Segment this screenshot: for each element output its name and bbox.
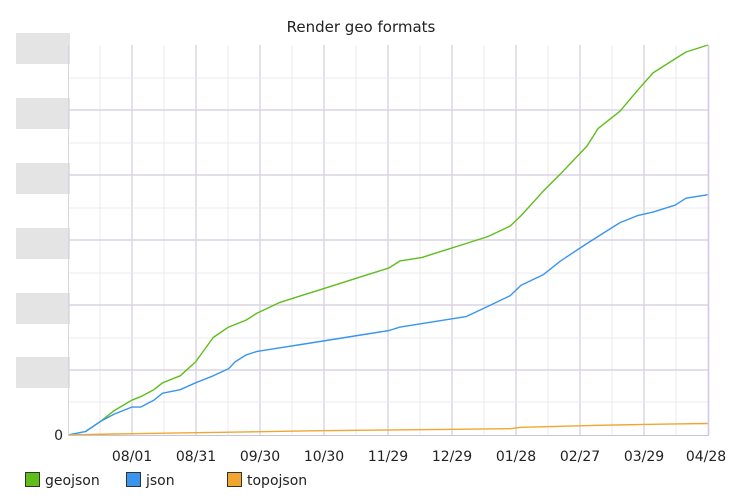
legend-label-json: json [145,473,175,489]
y-tick-placeholder [16,163,70,194]
x-tick-label: 10/30 [304,449,344,465]
legend-swatch-topojson [227,472,242,487]
y-tick-placeholder [16,228,70,259]
legend-item-json[interactable]: json [126,472,175,490]
y-tick-placeholder [16,357,70,388]
y-tick-placeholder [16,98,70,129]
y-axis-placeholder-labels [16,33,70,388]
legend: geojson json topojson [25,472,308,490]
chart-title: Render geo formats [287,18,436,36]
series-line-topojson [67,422,709,436]
y-tick-placeholder [16,33,70,64]
y-tick-placeholder [16,293,70,324]
x-tick-label: 08/31 [176,449,216,465]
series-line-json [67,194,709,436]
legend-label-geojson: geojson [45,473,100,489]
x-tick-label: 02/27 [560,449,600,465]
grid [68,45,708,435]
x-tick-labels: 08/01 08/31 09/30 10/30 11/29 12/29 01/2… [112,449,726,465]
x-tick-label: 08/01 [112,449,152,465]
legend-label-topojson: topojson [247,473,307,489]
x-tick-label: 04/28 [686,449,726,465]
x-tick-label: 03/29 [624,449,664,465]
legend-item-geojson[interactable]: geojson [25,472,100,490]
y-tick-label: 0 [54,428,63,444]
series-layer [67,44,709,436]
x-tick-label: 01/28 [496,449,536,465]
legend-swatch-json [126,472,141,487]
x-tick-label: 11/29 [368,449,408,465]
legend-item-topojson[interactable]: topojson [227,472,308,490]
x-tick-label: 12/29 [432,449,472,465]
x-tick-label: 09/30 [240,449,280,465]
series-line-geojson [67,44,709,436]
legend-swatch-geojson [25,472,40,487]
